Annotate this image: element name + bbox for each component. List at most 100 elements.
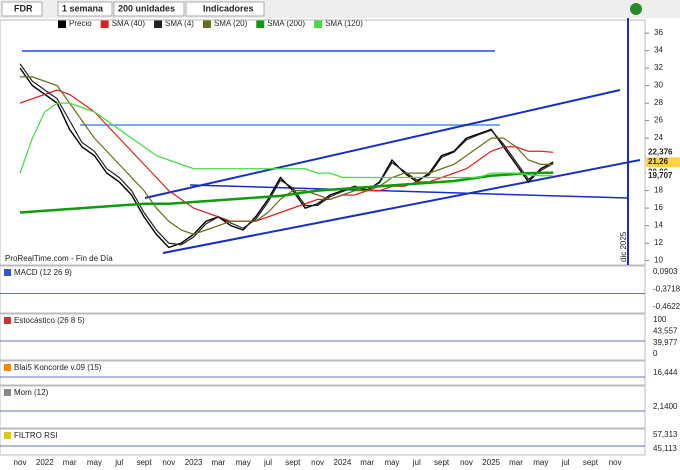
legend-label: SMA (120)	[325, 19, 363, 28]
x-tick-label: nov	[162, 458, 175, 467]
x-tick-label: jul	[263, 458, 272, 467]
panel-value-label: -0,4622	[653, 302, 680, 311]
panel-value-label: 16,444	[653, 368, 678, 377]
x-tick-label: mar	[212, 458, 226, 467]
indicators-box[interactable]	[185, 1, 265, 17]
panel-swatch	[4, 432, 11, 439]
panel-value-label: 39,977	[653, 338, 678, 347]
last-value-box	[646, 170, 680, 181]
x-tick-label: nov	[14, 458, 27, 467]
last-value-label: 22,376	[648, 147, 673, 156]
x-tick-label: may	[236, 458, 251, 467]
panel-frame	[0, 265, 646, 314]
last-value-label: 21,26	[648, 157, 669, 166]
x-tick-label: 2024	[334, 458, 352, 467]
panel-swatch	[4, 269, 11, 276]
period-box[interactable]	[57, 1, 113, 17]
panel-title: MACD (12 26 9)	[14, 268, 72, 277]
x-tick-label: sept	[434, 458, 450, 467]
channel-top	[144, 89, 621, 199]
legend-label: SMA (20)	[214, 19, 248, 28]
units[interactable]: 200 unidades	[118, 3, 175, 13]
y-tick-label: 14	[654, 221, 663, 230]
x-tick-label: sept	[136, 458, 152, 467]
date-marker-label: dic 2025	[619, 231, 628, 262]
series-line	[19, 171, 554, 214]
legend-swatch	[58, 20, 66, 28]
y-tick-label: 32	[654, 63, 663, 72]
panel-value-label: 0	[653, 349, 658, 358]
panel-frame	[0, 313, 646, 361]
x-tick-label: nov	[609, 458, 622, 467]
main-chart: 101214161820222426283032343621,2622,3762…	[19, 28, 680, 265]
y-tick-label: 36	[654, 28, 663, 37]
units-box[interactable]	[113, 1, 185, 17]
legend-swatch	[154, 20, 163, 28]
y-tick-label: 30	[654, 81, 663, 90]
last-value-box	[646, 157, 680, 168]
x-tick-label: may	[384, 458, 399, 467]
panel-value-label: 43,557	[653, 326, 678, 335]
indicators[interactable]: Indicadores	[203, 3, 254, 13]
indicator-panels: MACD (12 26 9) 0,0903 -0,3718 -0,4622 Estocá…	[0, 265, 680, 456]
last-value-label: 19,707	[648, 171, 673, 180]
x-tick-label: jul	[114, 458, 123, 467]
refresh-icon[interactable]	[630, 3, 642, 15]
x-tick-label: sept	[583, 458, 599, 467]
x-tick-label: may	[533, 458, 548, 467]
x-tick-label: nov	[460, 458, 473, 467]
panel-title: Estocástico (26 8 5)	[14, 316, 85, 325]
panel-frame	[0, 385, 646, 429]
series-line	[19, 63, 554, 246]
legend-label: SMA (200)	[267, 19, 305, 28]
series-line	[19, 102, 554, 179]
last-value-box	[646, 147, 680, 158]
panel-value-label: 2,1400	[653, 402, 678, 411]
panel-title: Blai5 Koncorde v.09 (15)	[14, 363, 102, 372]
legend: Precio SMA (40) SMA (4) SMA (20) SMA (200) SM…	[58, 19, 363, 28]
y-tick-label: 18	[654, 186, 663, 195]
y-tick-label: 26	[654, 116, 663, 125]
main-frame	[0, 19, 646, 266]
source: ProRealTime.com - Fin de Día	[5, 254, 113, 263]
x-tick-label: 2025	[482, 458, 500, 467]
x-tick-label: nov	[311, 458, 324, 467]
y-tick-label: 28	[654, 98, 663, 107]
panel-title: FILTRO RSI	[14, 431, 57, 440]
x-tick-label: sept	[285, 458, 301, 467]
panel-frame	[0, 428, 646, 456]
legend-label: Precio	[69, 19, 92, 28]
y-tick-label: 12	[654, 238, 663, 247]
legend-swatch	[314, 20, 323, 28]
symbol[interactable]: FDR	[14, 3, 33, 13]
x-tick-label: mar	[63, 458, 77, 467]
x-tick-label: mar	[360, 458, 374, 467]
toolbar: FDR 1 semana 200 unidades Indicadores	[0, 0, 680, 18]
y-tick-label: 10	[654, 256, 663, 265]
panel-value-label: 57,313	[653, 430, 678, 439]
panel-swatch	[4, 364, 11, 371]
panel-swatch	[4, 389, 11, 396]
period[interactable]: 1 semana	[62, 3, 104, 13]
panel-value-label: 0,0903	[653, 267, 678, 276]
legend-label: SMA (4)	[165, 19, 194, 28]
symbol-box[interactable]	[1, 1, 43, 17]
x-tick-label: 2022	[36, 458, 54, 467]
panel-value-label: 45,113	[653, 444, 677, 453]
y-tick-label: 24	[654, 133, 663, 142]
panel-title: Mom (12)	[14, 388, 49, 397]
x-tick-label: may	[87, 458, 102, 467]
x-tick-label: 2023	[185, 458, 203, 467]
x-tick-label: jul	[561, 458, 570, 467]
series-line	[19, 89, 554, 222]
x-tick-label: jul	[412, 458, 421, 467]
support-line	[189, 184, 629, 199]
x-tick-label: mar	[509, 458, 523, 467]
y-tick-label: 34	[654, 46, 663, 55]
channel-bottom	[162, 159, 641, 254]
legend-swatch	[100, 20, 109, 28]
legend-swatch	[256, 20, 265, 28]
y-tick-label: 16	[654, 203, 663, 212]
